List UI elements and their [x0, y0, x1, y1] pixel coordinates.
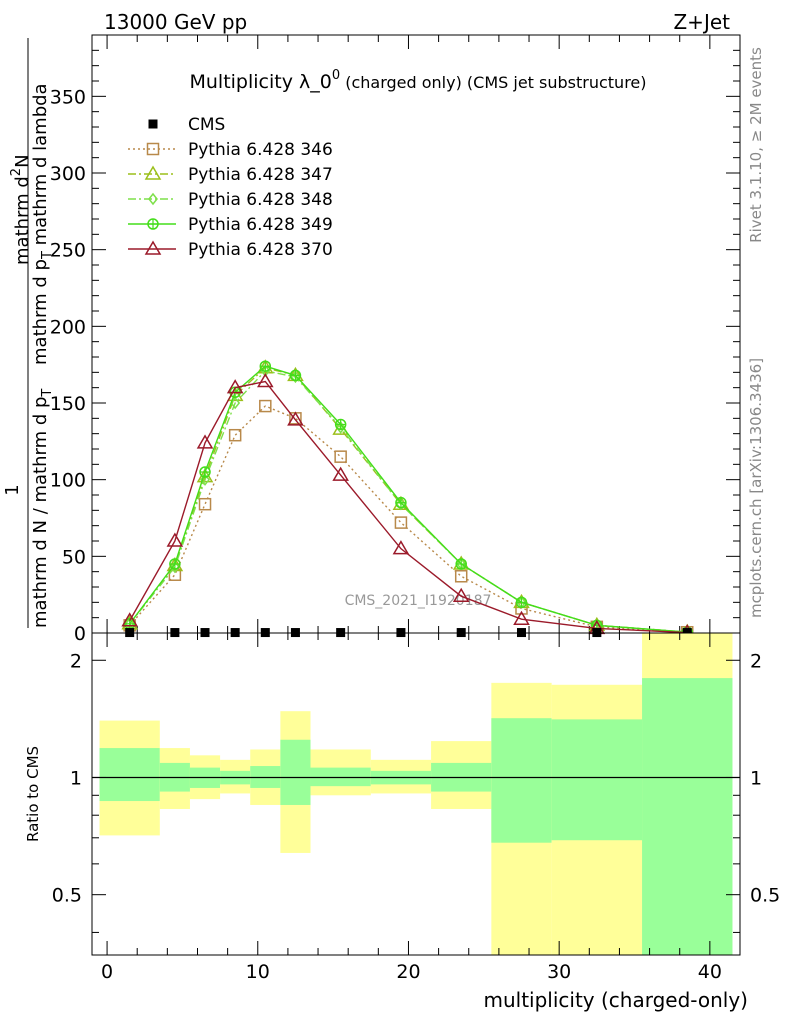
- legend-marker: [144, 240, 162, 255]
- ratio-tick-label: 2: [70, 650, 82, 672]
- ratio-bands: [92, 633, 740, 955]
- data-point: [335, 421, 346, 434]
- header-left: 13000 GeV pp: [104, 10, 247, 34]
- y-tick-label: 350: [50, 86, 86, 108]
- header-right: Z+Jet: [673, 10, 730, 34]
- ratio-band-green: [642, 678, 733, 955]
- data-point: [452, 587, 470, 602]
- ratio-band-green: [491, 718, 552, 843]
- ylabel-bottom: Ratio to CMS: [24, 746, 42, 842]
- bottom-ticks: 0.5 0.51 12 20 10 20 30 40: [52, 633, 780, 983]
- legend-label: Pythia 6.428 346: [188, 140, 333, 160]
- x-tick-label: 40: [698, 961, 722, 983]
- x-tick-label: 30: [547, 961, 571, 983]
- x-tick-label: 20: [396, 961, 420, 983]
- bottom-frame: [91, 632, 741, 956]
- data-point: [287, 411, 304, 426]
- ratio-tick-label-right: 2: [750, 650, 762, 672]
- data-point: [259, 399, 272, 413]
- data-point: [392, 540, 410, 555]
- legend-label: Pythia 6.428 349: [188, 215, 333, 235]
- data-point: [334, 450, 347, 463]
- ylabel-denominator: mathrm d N / mathrm d pT: [30, 389, 55, 628]
- y-tick-label: 250: [50, 240, 86, 262]
- data-point: [198, 497, 212, 511]
- data-point: [228, 428, 242, 442]
- ratio-tick-label: 1: [70, 767, 82, 789]
- legend-label: Pythia 6.428 370: [188, 240, 333, 260]
- y-axis-label-top: 1 mathrm d N / mathrm d pT mathrm d2N ma…: [2, 38, 55, 628]
- ratio-tick-label-right: 0.5: [750, 885, 780, 907]
- data-point: [166, 532, 184, 547]
- data-point: [121, 612, 138, 627]
- legend-marker: [148, 119, 158, 129]
- legend-label: Pythia 6.428 347: [188, 165, 333, 185]
- x-tick-label: 0: [101, 961, 113, 983]
- data-point: [226, 379, 244, 394]
- data-point: [256, 373, 274, 388]
- y-tick-label: 300: [50, 163, 86, 185]
- series-line: [129, 405, 688, 633]
- ratio-band-green: [99, 748, 160, 802]
- legend: CMS Pythia 6.428 346 Pythia 6.428 347 Pythi…: [128, 115, 333, 260]
- ylabel-numerator: mathrm d2N: [9, 154, 33, 265]
- legend-marker: [146, 142, 160, 156]
- ylabel-den2: mathrm d pT mathrm d lambda: [30, 83, 55, 365]
- ratio-band-green: [551, 719, 643, 841]
- watermark: CMS_2021_I1920187: [345, 593, 492, 609]
- plot-title: Multiplicity λ_00 (charged only) (CMS je…: [189, 68, 646, 93]
- data-point: [454, 570, 468, 583]
- y-tick-label: 150: [50, 393, 86, 415]
- legend-label: Pythia 6.428 348: [188, 190, 333, 210]
- legend-marker: [148, 192, 158, 206]
- legend-label: CMS: [188, 115, 225, 135]
- ratio-band-green: [280, 739, 311, 805]
- bottom-panel: 0.5 0.51 12 20 10 20 30 40 Ratio to CMS multipl…: [24, 632, 780, 1012]
- series-line: [129, 365, 688, 633]
- data-point: [332, 466, 349, 481]
- data-point: [394, 516, 408, 529]
- mcplots-label: mcplots.cern.ch [arXiv:1306.3436]: [747, 358, 765, 618]
- data-point: [169, 560, 180, 574]
- series-line: [129, 380, 688, 634]
- y-tick-label: 0: [74, 623, 86, 645]
- x-tick-label: 10: [246, 961, 270, 983]
- ratio-tick-label-right: 1: [750, 767, 762, 789]
- ratio-tick-label: 0.5: [52, 885, 82, 907]
- x-axis-label: multiplicity (charged-only): [483, 988, 748, 1012]
- y-tick-label: 100: [50, 470, 86, 492]
- legend-marker: [144, 165, 162, 180]
- rivet-label: Rivet 3.1.10, ≥ 2M events: [747, 47, 765, 243]
- y-tick-label: 50: [62, 546, 86, 568]
- ylabel-one: 1: [2, 484, 23, 495]
- data-point: [230, 396, 241, 410]
- data-point: [196, 434, 214, 449]
- y-tick-label: 200: [50, 316, 86, 338]
- data-point: [513, 610, 530, 625]
